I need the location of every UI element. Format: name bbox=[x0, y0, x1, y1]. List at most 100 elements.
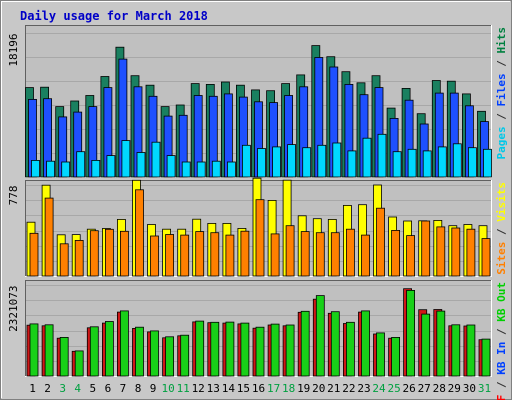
bar-kb-out-day-21 bbox=[330, 311, 340, 377]
x-tick-label: 31 bbox=[478, 382, 491, 395]
x-tick-label: 4 bbox=[74, 382, 81, 395]
bar-pages-day-25 bbox=[392, 151, 402, 178]
bar-sites-day-1 bbox=[29, 232, 39, 277]
bar-kb-out-day-9 bbox=[150, 330, 159, 377]
x-tick-label: 10 bbox=[161, 382, 174, 395]
bar-sites-day-5 bbox=[89, 230, 99, 277]
bar-sites-day-18 bbox=[285, 225, 295, 277]
x-tick-label: 19 bbox=[297, 382, 310, 395]
bar-pages-day-14 bbox=[226, 161, 236, 178]
bar-pages-day-4 bbox=[76, 151, 86, 178]
bar-sites-day-2 bbox=[44, 197, 54, 277]
bar-kb-out-day-14 bbox=[225, 321, 235, 377]
bar-kb-out-day-28 bbox=[436, 310, 446, 377]
x-tick-label: 20 bbox=[312, 382, 325, 395]
bar-kb-out-day-8 bbox=[135, 326, 144, 377]
bar-kb-out-day-5 bbox=[89, 326, 99, 377]
x-tick-label: 30 bbox=[463, 382, 476, 395]
x-tick-label: 3 bbox=[59, 382, 66, 395]
bar-kb-out-day-26 bbox=[406, 289, 416, 377]
bar-sites-day-3 bbox=[59, 243, 69, 277]
bar-sites-day-8 bbox=[135, 189, 144, 277]
panel-hits-files-pages: 18196 Pages / Files / Hits bbox=[7, 25, 508, 178]
x-tick-label: 15 bbox=[237, 382, 250, 395]
bar-pages-day-22 bbox=[347, 150, 357, 178]
x-tick-label: 5 bbox=[89, 382, 96, 395]
bar-sites-day-10 bbox=[165, 234, 175, 277]
bar-pages-day-19 bbox=[302, 147, 312, 178]
x-tick-label: 9 bbox=[150, 382, 157, 395]
bar-kb-out-day-7 bbox=[120, 310, 129, 377]
bar-sites-day-13 bbox=[210, 232, 220, 277]
bar-sites-day-24 bbox=[376, 207, 385, 277]
legend-entry: / bbox=[495, 375, 508, 395]
bar-pages-day-2 bbox=[46, 160, 55, 178]
legend-entry: KB Out bbox=[495, 282, 508, 322]
bar-sites-day-22 bbox=[345, 228, 355, 277]
x-axis-ticks: 1 2 3 4 5 6 7 8 9 10 11 12 13 14 15 16 17 18 19 20 21 22 23 24 2… bbox=[29, 382, 491, 395]
bar-kb-out-day-22 bbox=[345, 321, 355, 377]
legend-entry: KB In bbox=[495, 342, 508, 375]
x-tick-label: 27 bbox=[418, 382, 431, 395]
bar-kb-out-day-6 bbox=[105, 321, 114, 377]
bar-sites-day-12 bbox=[195, 231, 205, 277]
x-tick-label: 22 bbox=[342, 382, 355, 395]
bar-sites-day-19 bbox=[300, 231, 310, 277]
bar-pages-day-15 bbox=[241, 144, 251, 178]
legend-entry: / bbox=[495, 222, 508, 242]
bar-pages-day-31 bbox=[483, 148, 492, 178]
bar-pages-day-17 bbox=[272, 146, 282, 178]
legend-visits-sites: Sites / Visits bbox=[495, 182, 508, 275]
bar-pages-day-10 bbox=[166, 155, 176, 178]
bar-sites-day-21 bbox=[330, 232, 340, 277]
bar-kb-out-day-13 bbox=[210, 321, 220, 377]
bar-kb-out-day-19 bbox=[300, 310, 310, 377]
chart-title: Daily usage for March 2018 bbox=[20, 9, 208, 23]
bar-pages-day-21 bbox=[332, 142, 342, 178]
bar-kb-out-day-23 bbox=[361, 310, 370, 377]
bar-sites-day-4 bbox=[74, 239, 84, 277]
bar-pages-day-16 bbox=[257, 148, 266, 178]
x-tick-label: 23 bbox=[357, 382, 370, 395]
bar-kb-out-day-30 bbox=[466, 324, 476, 377]
panel-visits-sites: 778 Sites / Visits bbox=[7, 177, 508, 277]
bar-pages-day-9 bbox=[151, 141, 161, 178]
bar-sites-day-25 bbox=[391, 229, 401, 277]
bar-sites-day-9 bbox=[150, 235, 159, 277]
bar-sites-day-6 bbox=[105, 228, 114, 277]
bar-kb-out-day-4 bbox=[74, 350, 84, 377]
bar-kb-out-day-16 bbox=[255, 326, 265, 377]
x-tick-label: 17 bbox=[267, 382, 280, 395]
bar-sites-day-31 bbox=[481, 238, 491, 277]
x-tick-label: 2 bbox=[44, 382, 51, 395]
bar-kb-out-day-11 bbox=[180, 334, 190, 377]
bar-kb-out-day-2 bbox=[44, 324, 54, 377]
x-tick-label: 12 bbox=[192, 382, 205, 395]
bar-sites-day-27 bbox=[421, 220, 431, 277]
bar-kb-out-day-15 bbox=[240, 322, 250, 377]
x-tick-label: 29 bbox=[448, 382, 461, 395]
bar-pages-day-13 bbox=[211, 160, 221, 178]
legend-entry: Sites bbox=[495, 242, 508, 275]
bar-kb-out-day-1 bbox=[29, 323, 39, 377]
bar-pages-day-11 bbox=[181, 161, 191, 178]
y-tick-label: 18196 bbox=[7, 34, 20, 67]
bar-pages-day-6 bbox=[106, 155, 116, 178]
bar-kb-out-day-25 bbox=[391, 336, 401, 377]
panel-kbytes: 2321073KB F / KB In / KB Out bbox=[7, 280, 508, 405]
bar-sites-day-15 bbox=[240, 230, 250, 277]
x-tick-label: 16 bbox=[252, 382, 265, 395]
bar-pages-day-5 bbox=[91, 159, 101, 178]
legend-entry: Visits bbox=[495, 182, 508, 222]
legend-entry: Pages bbox=[495, 126, 508, 159]
bar-sites-day-14 bbox=[225, 234, 235, 277]
bar-pages-day-29 bbox=[452, 143, 462, 178]
bar-kb-out-day-3 bbox=[59, 336, 69, 377]
bar-pages-day-20 bbox=[317, 144, 327, 178]
x-tick-label: 6 bbox=[105, 382, 112, 395]
x-tick-label: 11 bbox=[177, 382, 190, 395]
bar-kb-out-day-12 bbox=[195, 320, 205, 377]
bar-pages-day-26 bbox=[407, 148, 417, 178]
